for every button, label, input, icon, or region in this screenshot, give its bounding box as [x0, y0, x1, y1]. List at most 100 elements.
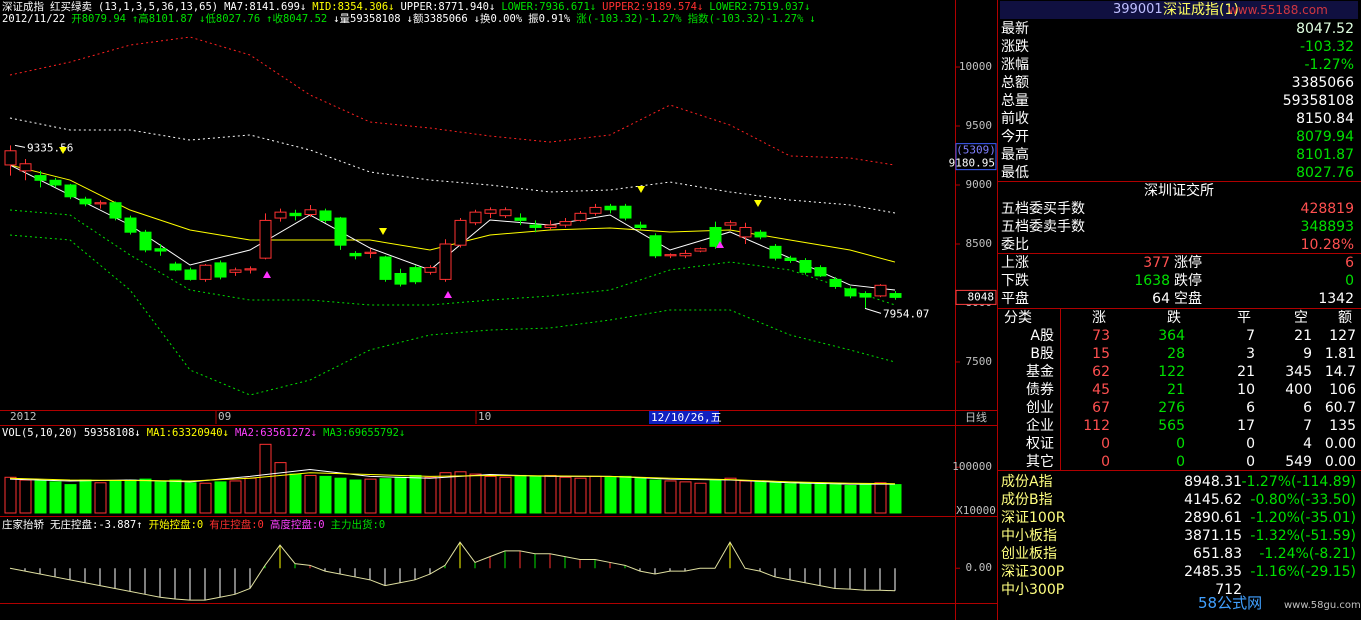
- candle-body: [484, 209, 497, 214]
- signal-triangle: [444, 291, 452, 298]
- candle-body: [589, 206, 602, 214]
- candle-body: [634, 224, 647, 228]
- index-row: 中小300P 712: [998, 581, 1360, 599]
- volume-bar: [769, 482, 782, 514]
- header-item: ↓量59358108: [333, 13, 401, 25]
- table-cell: 21: [1167, 382, 1185, 398]
- header-item: 庄家抬轿: [2, 519, 44, 531]
- title-bar: [1000, 1, 1358, 19]
- order-value: 348893: [1300, 219, 1354, 235]
- header-item: MA1:63320940↓: [146, 427, 229, 439]
- breadth-value: 64: [1152, 291, 1170, 307]
- candle-body: [559, 221, 572, 226]
- signal-triangle: [263, 271, 271, 278]
- y-tick-label: 7500: [966, 355, 993, 368]
- candle-body: [664, 254, 677, 257]
- volume-bar: [754, 481, 767, 514]
- volume-bar: [724, 477, 737, 514]
- y-tick-label: 0.00: [966, 561, 993, 574]
- candle-body: [154, 248, 167, 252]
- volume-bar: [454, 471, 467, 514]
- signal-triangle: [637, 186, 645, 193]
- index-name: 中小板指: [1001, 528, 1057, 544]
- breadth-label: 上涨: [1001, 255, 1029, 271]
- table-cell: 4: [1303, 436, 1312, 452]
- candle-body: [139, 231, 152, 251]
- order-label: 五档委卖手数: [1001, 219, 1085, 235]
- candle-body: [544, 224, 557, 228]
- table-cell: 6: [1303, 400, 1312, 416]
- quote-value: -1.27%: [1304, 57, 1354, 73]
- index-value: 2890.61: [1184, 510, 1242, 526]
- order-label: 五档委买手数: [1001, 201, 1085, 217]
- volume-bar: [49, 481, 62, 514]
- table-cell: B股: [1030, 346, 1054, 362]
- table-header-cell: 分类: [1004, 310, 1032, 326]
- breadth-value: 1638: [1134, 273, 1170, 289]
- volume-bar: [739, 480, 752, 514]
- volume-bar: [499, 476, 512, 514]
- candle-body: [619, 205, 632, 219]
- period-label: 日线: [965, 410, 987, 424]
- quote-label: 涨跌: [1001, 39, 1029, 55]
- header-line: 2012/11/22 开8079.94 ↑高8101.87 ↓低8027.76 ↑收80…: [2, 13, 822, 25]
- table-row: 基金 62 122 21 345 14.7: [998, 363, 1360, 381]
- table-row: 创业 67 276 6 6 60.7: [998, 399, 1360, 417]
- quote-label: 前收: [1001, 111, 1029, 127]
- breadth-label: 空盘: [1174, 291, 1202, 307]
- order-label: 委比: [1001, 237, 1029, 253]
- table-header-cell: 额: [1338, 310, 1352, 326]
- header-item: (13,1,3,5,36,13,65): [98, 1, 219, 13]
- table-cell: 企业: [1026, 418, 1054, 434]
- volume-bar: [469, 473, 482, 514]
- index-row: 中小板指 3871.15 -1.32%(-51.59): [998, 527, 1360, 545]
- header-item: LOWER:7936.671↓: [501, 1, 597, 13]
- table-cell: 3: [1246, 346, 1255, 362]
- volume-bar: [289, 473, 302, 514]
- candle-body: [199, 264, 212, 280]
- candle-body: [769, 245, 782, 259]
- table-cell: 0.00: [1324, 454, 1356, 470]
- candle-body: [334, 217, 347, 246]
- candle-body: [19, 163, 32, 172]
- table-cell: 112: [1083, 418, 1110, 434]
- header-item: 59358108↓: [83, 427, 141, 439]
- breadth-label: 涨停: [1174, 255, 1202, 271]
- date-label: 2012: [10, 410, 37, 423]
- index-value: 651.83: [1193, 546, 1242, 562]
- index-name: 深证100R: [1001, 510, 1066, 526]
- watermark-row: 58公式网 www.58gu.com: [998, 594, 1361, 612]
- volume-bar: [4, 476, 17, 514]
- table-cell: 其它: [1026, 454, 1054, 470]
- volume-bar: [379, 478, 392, 514]
- quote-value: -103.32: [1299, 39, 1354, 55]
- index-value: 8948.31: [1184, 474, 1242, 490]
- header-item: ↓低8027.76: [199, 13, 261, 25]
- candle-body: [499, 209, 512, 217]
- breadth-value: 6: [1345, 255, 1354, 271]
- volume-bar: [139, 478, 152, 514]
- y-tick-label: 100000: [952, 460, 992, 473]
- volume-bar: [844, 485, 857, 514]
- side-panel: 399001 深证成指(1) www.55188.com 最新 8047.52 涨跌 -10…: [998, 0, 1361, 620]
- table-cell: 0: [1176, 454, 1185, 470]
- volume-bar: [619, 475, 632, 514]
- candle-body: [274, 211, 287, 219]
- quote-value: 8079.94: [1296, 129, 1354, 145]
- quote-row: 最低 8027.76: [998, 164, 1360, 182]
- table-cell: 73: [1092, 328, 1110, 344]
- table-cell: 135: [1329, 418, 1356, 434]
- quote-row: 涨跌 -103.32: [998, 38, 1360, 56]
- volume-bar: [334, 477, 347, 514]
- watermark: www.55188.com: [1228, 3, 1328, 17]
- cursor-index: (5309): [956, 144, 996, 157]
- volume-bar: [19, 479, 32, 514]
- candle-body: [739, 226, 752, 238]
- quote-value: 8150.84: [1296, 111, 1354, 127]
- header-item: ↓: [809, 13, 816, 25]
- volume-bar: [424, 476, 437, 514]
- table-row: 其它 0 0 0 549 0.00: [998, 453, 1360, 471]
- quote-row: 今开 8079.94: [998, 128, 1360, 146]
- volume-bar: [544, 474, 557, 514]
